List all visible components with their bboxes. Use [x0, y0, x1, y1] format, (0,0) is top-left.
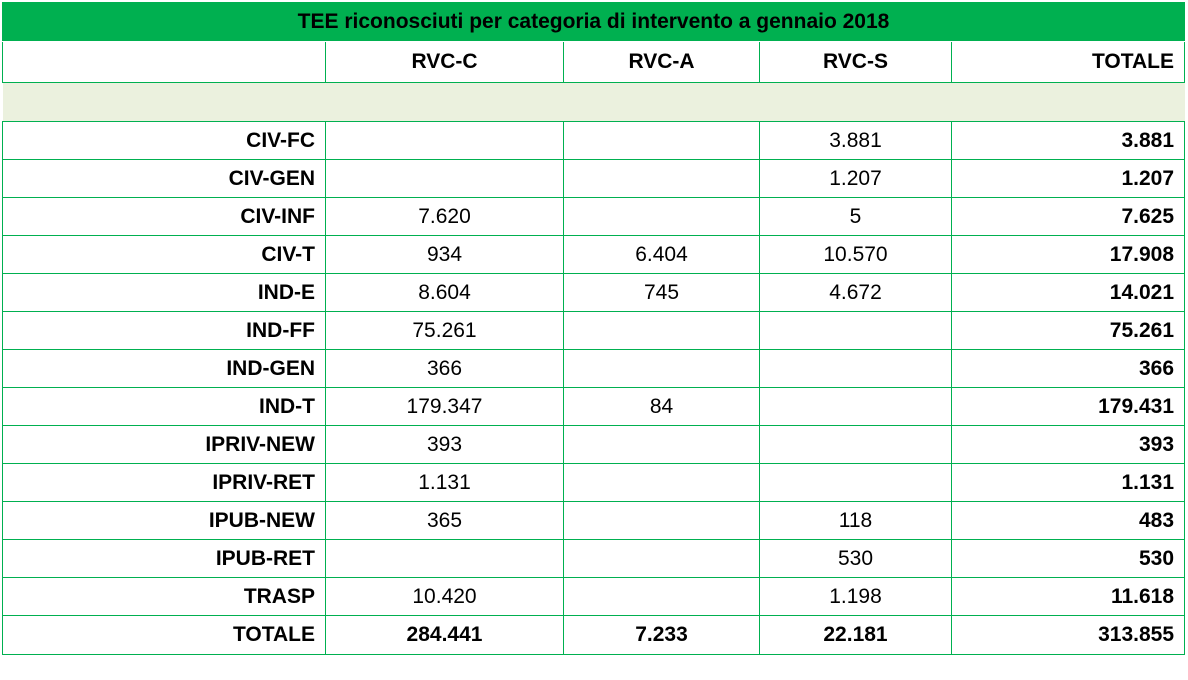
spacer-row [2, 82, 1185, 122]
cell-totale: 483 [950, 501, 1186, 540]
cell-rvc-c: 10.420 [325, 577, 564, 616]
title-row: TEE riconosciuti per categoria di interv… [1, 2, 1186, 42]
cell-rvc-s [759, 387, 952, 426]
cell-rvc-a [563, 159, 760, 198]
cell-rvc-a: 7.233 [563, 615, 760, 655]
cell-rvc-c: 179.347 [325, 387, 564, 426]
cell-rvc-s: 118 [759, 501, 952, 540]
cell-rvc-a [563, 577, 760, 616]
cell-rvc-c: 284.441 [325, 615, 564, 655]
table-row: IND-FF 75.261 75.261 [2, 311, 1186, 350]
cell-rvc-s: 1.207 [759, 159, 952, 198]
cell-totale: 14.021 [950, 273, 1186, 312]
cell-rvc-s [759, 311, 952, 350]
cell-totale: 17.908 [950, 235, 1186, 274]
cell-rvc-c: 934 [325, 235, 564, 274]
row-label: CIV-INF [2, 197, 326, 236]
cell-rvc-a [563, 349, 760, 388]
cell-totale: 179.431 [950, 387, 1186, 426]
cell-rvc-a: 745 [563, 273, 760, 312]
table-row: CIV-INF 7.620 5 7.625 [2, 197, 1186, 236]
cell-rvc-c: 75.261 [325, 311, 564, 350]
row-label: IND-FF [2, 311, 326, 350]
table-row: CIV-GEN 1.207 1.207 [2, 159, 1186, 198]
cell-totale: 11.618 [950, 577, 1186, 616]
cell-rvc-s: 3.881 [759, 121, 952, 160]
table-row: CIV-T 934 6.404 10.570 17.908 [2, 235, 1186, 274]
table-row: IND-GEN 366 366 [2, 349, 1186, 388]
cell-rvc-s: 1.198 [759, 577, 952, 616]
cell-rvc-a: 6.404 [563, 235, 760, 274]
cell-rvc-c: 365 [325, 501, 564, 540]
cell-rvc-c: 366 [325, 349, 564, 388]
header-totale: TOTALE [950, 41, 1186, 83]
row-label: IPUB-RET [2, 539, 326, 578]
cell-rvc-s [759, 349, 952, 388]
row-label: IPRIV-RET [2, 463, 326, 502]
cell-rvc-s [759, 463, 952, 502]
table-row: CIV-FC 3.881 3.881 [2, 121, 1186, 160]
total-row: TOTALE 284.441 7.233 22.181 313.855 [2, 615, 1186, 655]
cell-rvc-a: 84 [563, 387, 760, 426]
header-rvc-s: RVC-S [759, 41, 952, 83]
cell-rvc-c: 7.620 [325, 197, 564, 236]
cell-rvc-a [563, 311, 760, 350]
table-row: IND-T 179.347 84 179.431 [2, 387, 1186, 426]
cell-rvc-s: 10.570 [759, 235, 952, 274]
row-label: CIV-GEN [2, 159, 326, 198]
table-row: TRASP 10.420 1.198 11.618 [2, 577, 1186, 616]
cell-rvc-s: 22.181 [759, 615, 952, 655]
row-label: IND-T [2, 387, 326, 426]
cell-totale: 393 [950, 425, 1186, 464]
row-label: IPUB-NEW [2, 501, 326, 540]
cell-totale: 1.207 [950, 159, 1186, 198]
row-label: IND-E [2, 273, 326, 312]
row-label: TRASP [2, 577, 326, 616]
cell-rvc-s: 4.672 [759, 273, 952, 312]
cell-rvc-c: 1.131 [325, 463, 564, 502]
table-row: IPRIV-NEW 393 393 [2, 425, 1186, 464]
header-rvc-c: RVC-C [325, 41, 564, 83]
tee-table: TEE riconosciuti per categoria di interv… [1, 2, 1186, 655]
cell-rvc-c [325, 159, 564, 198]
cell-totale: 313.855 [950, 615, 1186, 655]
cell-rvc-s: 530 [759, 539, 952, 578]
row-label: IPRIV-NEW [2, 425, 326, 464]
header-rvc-a: RVC-A [563, 41, 760, 83]
row-label: IND-GEN [2, 349, 326, 388]
row-label: TOTALE [2, 615, 326, 655]
table-row: IND-E 8.604 745 4.672 14.021 [2, 273, 1186, 312]
cell-rvc-a [563, 539, 760, 578]
cell-rvc-s [759, 425, 952, 464]
table-title: TEE riconosciuti per categoria di interv… [1, 2, 1186, 42]
cell-rvc-a [563, 425, 760, 464]
cell-totale: 1.131 [950, 463, 1186, 502]
cell-rvc-c: 393 [325, 425, 564, 464]
cell-rvc-c: 8.604 [325, 273, 564, 312]
table-row: IPUB-NEW 365 118 483 [2, 501, 1186, 540]
header-row: RVC-C RVC-A RVC-S TOTALE [2, 41, 1186, 83]
row-label: CIV-FC [2, 121, 326, 160]
row-label: CIV-T [2, 235, 326, 274]
cell-rvc-a [563, 197, 760, 236]
cell-rvc-a [563, 501, 760, 540]
cell-rvc-c [325, 121, 564, 160]
spacer-cell [2, 82, 1185, 122]
cell-totale: 75.261 [950, 311, 1186, 350]
table-row: IPUB-RET 530 530 [2, 539, 1186, 578]
cell-totale: 530 [950, 539, 1186, 578]
table-row: IPRIV-RET 1.131 1.131 [2, 463, 1186, 502]
cell-totale: 366 [950, 349, 1186, 388]
cell-rvc-c [325, 539, 564, 578]
cell-totale: 7.625 [950, 197, 1186, 236]
cell-rvc-a [563, 463, 760, 502]
cell-rvc-a [563, 121, 760, 160]
cell-rvc-s: 5 [759, 197, 952, 236]
header-empty [2, 41, 326, 83]
cell-totale: 3.881 [950, 121, 1186, 160]
